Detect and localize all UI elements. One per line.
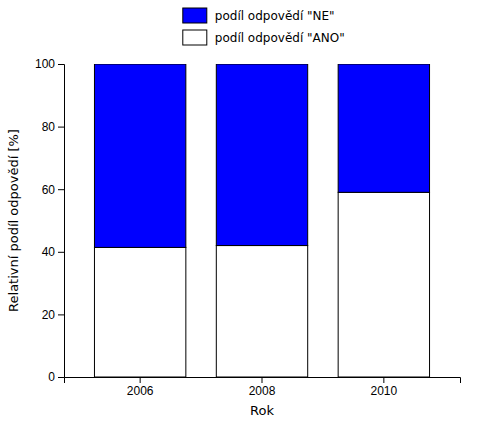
y-tick-label: 40 [42,245,56,259]
legend-item: podíl odpovědí "ANO" [183,30,345,45]
x-tick-label: 2010 [370,384,397,398]
x-tick: 2006 [127,377,154,398]
y-tick-mark [58,127,64,128]
bar [94,64,185,247]
y-tick-label: 60 [42,183,56,197]
x-tick-label: 2008 [249,384,276,398]
bar [338,192,429,377]
y-tick-label: 20 [42,308,56,322]
x-tick: 2008 [249,377,276,398]
x-tick-mark [262,377,263,383]
y-tick: 0 [48,370,64,384]
legend-swatch [183,30,207,45]
chart: 2006 2008 2010 0 20 40 60 80 100 Rok Relativní pod… [0,0,480,425]
bar-series [94,64,429,247]
y-axis-title: Relativní podíl odpovědí [%] [6,129,21,312]
y-tick: 40 [42,245,64,259]
legend-swatch [183,8,207,23]
x-tick-mark [383,377,384,383]
y-axis-line [58,65,65,378]
x-axis-title: Rok [250,403,274,418]
y-tick: 20 [42,308,64,322]
bar [94,247,185,377]
y-tick: 80 [42,120,64,134]
y-tick-mark [58,252,64,253]
y-tick-mark [58,64,64,65]
plot: 2006 2008 2010 0 20 40 60 80 100 [35,57,461,397]
x-tick: 2010 [370,377,397,398]
y-axis: 0 20 40 60 80 100 [35,57,65,384]
x-tick-label: 2006 [127,384,154,398]
x-axis-line [65,378,461,384]
legend-item: podíl odpovědí "NE" [183,8,335,23]
x-tick-mark [140,377,141,383]
bar [216,246,307,377]
x-axis: 2006 2008 2010 [65,377,461,398]
y-tick-label: 100 [35,57,55,71]
legend: podíl odpovědí "NE" podíl odpovědí "ANO" [183,8,345,45]
bars [94,64,429,377]
legend-label: podíl odpovědí "ANO" [215,31,345,45]
y-tick-label: 0 [48,370,55,384]
bar [338,64,429,192]
bar [216,64,307,246]
y-tick-mark [58,189,64,190]
y-tick-mark [58,314,64,315]
y-tick-mark [58,377,64,378]
y-tick-label: 80 [42,120,56,134]
legend-label: podíl odpovědí "NE" [215,9,335,23]
y-tick: 60 [42,183,64,197]
y-tick: 100 [35,57,64,71]
